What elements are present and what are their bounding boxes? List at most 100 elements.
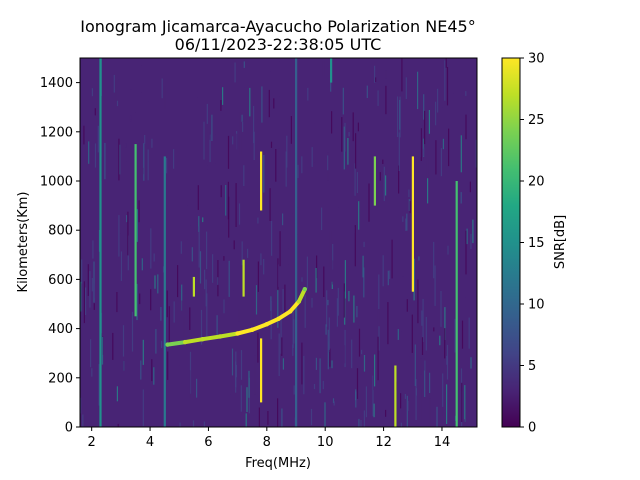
noise-speckle	[206, 293, 208, 337]
noise-speckle	[142, 389, 144, 427]
noise-speckle	[354, 163, 356, 196]
noise-speckle	[104, 142, 106, 180]
noise-speckle	[377, 90, 379, 106]
noise-speckle	[130, 89, 132, 120]
noise-speckle	[378, 326, 380, 351]
noise-speckle	[235, 183, 237, 227]
noise-speckle	[206, 165, 208, 172]
noise-speckle	[185, 272, 187, 294]
noise-speckle	[261, 376, 263, 406]
noise-speckle	[228, 196, 230, 238]
noise-speckle	[93, 261, 95, 303]
noise-speckle	[420, 128, 422, 161]
x-tick-label: 6	[204, 435, 212, 450]
trace-segment	[276, 309, 293, 321]
noise-speckle	[341, 117, 343, 152]
noise-speckle	[454, 415, 457, 421]
noise-speckle	[238, 203, 241, 225]
noise-speckle	[199, 232, 201, 249]
noise-speckle	[389, 270, 391, 279]
noise-speckle	[212, 254, 214, 283]
noise-speckle	[136, 209, 138, 242]
noise-speckle	[147, 149, 149, 181]
noise-speckle	[332, 398, 335, 404]
noise-speckle	[371, 181, 373, 215]
noise-speckle	[462, 95, 464, 131]
noise-speckle	[84, 424, 86, 427]
chart-subtitle: 06/11/2023-22:38:05 UTC	[175, 35, 382, 54]
noise-speckle	[254, 355, 256, 395]
noise-speckle	[228, 109, 230, 148]
noise-speckle	[373, 410, 375, 427]
noise-speckle	[442, 107, 444, 125]
noise-speckle	[126, 215, 128, 223]
noise-speckle	[263, 259, 265, 275]
colorbar-tick-label: 0	[528, 421, 536, 436]
noise-speckle	[382, 255, 384, 287]
noise-speckle	[98, 364, 100, 406]
trace-segment	[296, 287, 307, 304]
trace-point	[165, 342, 170, 347]
x-tick-label: 8	[263, 435, 271, 450]
noise-speckle	[343, 226, 345, 251]
noise-speckle	[179, 422, 181, 427]
noise-speckle	[242, 122, 244, 132]
noise-speckle	[418, 256, 420, 261]
noise-speckle	[189, 307, 191, 330]
y-axis: 0 200 400 600 800 1000 1200 1400	[40, 76, 80, 436]
noise-speckle	[253, 105, 255, 144]
noise-speckle	[465, 114, 467, 140]
noise-speckle	[373, 403, 375, 418]
noise-speckle	[214, 310, 216, 350]
noise-speckle	[342, 87, 344, 115]
noise-speckle	[155, 329, 157, 354]
noise-speckle	[206, 103, 208, 124]
noise-speckle	[190, 189, 192, 226]
noise-speckle	[81, 60, 83, 81]
noise-speckle	[424, 110, 426, 145]
noise-speckle	[472, 219, 474, 244]
noise-speckle	[80, 281, 82, 312]
noise-speckle	[123, 360, 125, 392]
noise-speckle	[94, 143, 97, 168]
noise-speckle	[366, 85, 368, 98]
noise-speckle	[446, 67, 449, 106]
noise-speckle	[248, 169, 250, 192]
noise-speckle	[299, 286, 301, 294]
noise-speckle	[233, 240, 235, 250]
colorbar-tick-label: 30	[528, 52, 545, 67]
noise-speckle	[223, 256, 225, 261]
noise-speckle	[435, 101, 437, 126]
trace-segment	[250, 322, 269, 332]
noise-speckle	[301, 342, 303, 385]
trace-point	[250, 327, 255, 332]
noise-speckle	[270, 71, 272, 100]
noise-speckle	[279, 61, 281, 97]
noise-speckle	[206, 231, 208, 270]
noise-speckle	[424, 360, 426, 397]
noise-speckle	[288, 247, 290, 276]
noise-speckle	[343, 283, 345, 318]
noise-speckle	[353, 226, 355, 234]
noise-speckle	[442, 373, 444, 407]
noise-speckle	[408, 356, 410, 393]
interference-line	[455, 181, 458, 427]
trace-point	[217, 334, 223, 339]
noise-speckle	[86, 81, 88, 101]
noise-speckle	[235, 361, 237, 393]
noise-speckle	[425, 316, 427, 351]
noise-speckle	[387, 302, 389, 345]
noise-speckle	[365, 119, 367, 132]
noise-speckle	[253, 131, 255, 160]
noise-speckle	[444, 307, 446, 340]
noise-speckle	[119, 233, 121, 275]
plot-area	[79, 57, 478, 428]
noise-speckle	[287, 248, 289, 265]
noise-speckle	[413, 159, 415, 176]
noise-speckle	[306, 325, 308, 352]
noise-speckle	[179, 274, 181, 293]
noise-speckle	[333, 401, 335, 406]
noise-speckle	[167, 351, 169, 380]
noise-speckle	[230, 423, 233, 427]
noise-speckle	[321, 207, 323, 231]
